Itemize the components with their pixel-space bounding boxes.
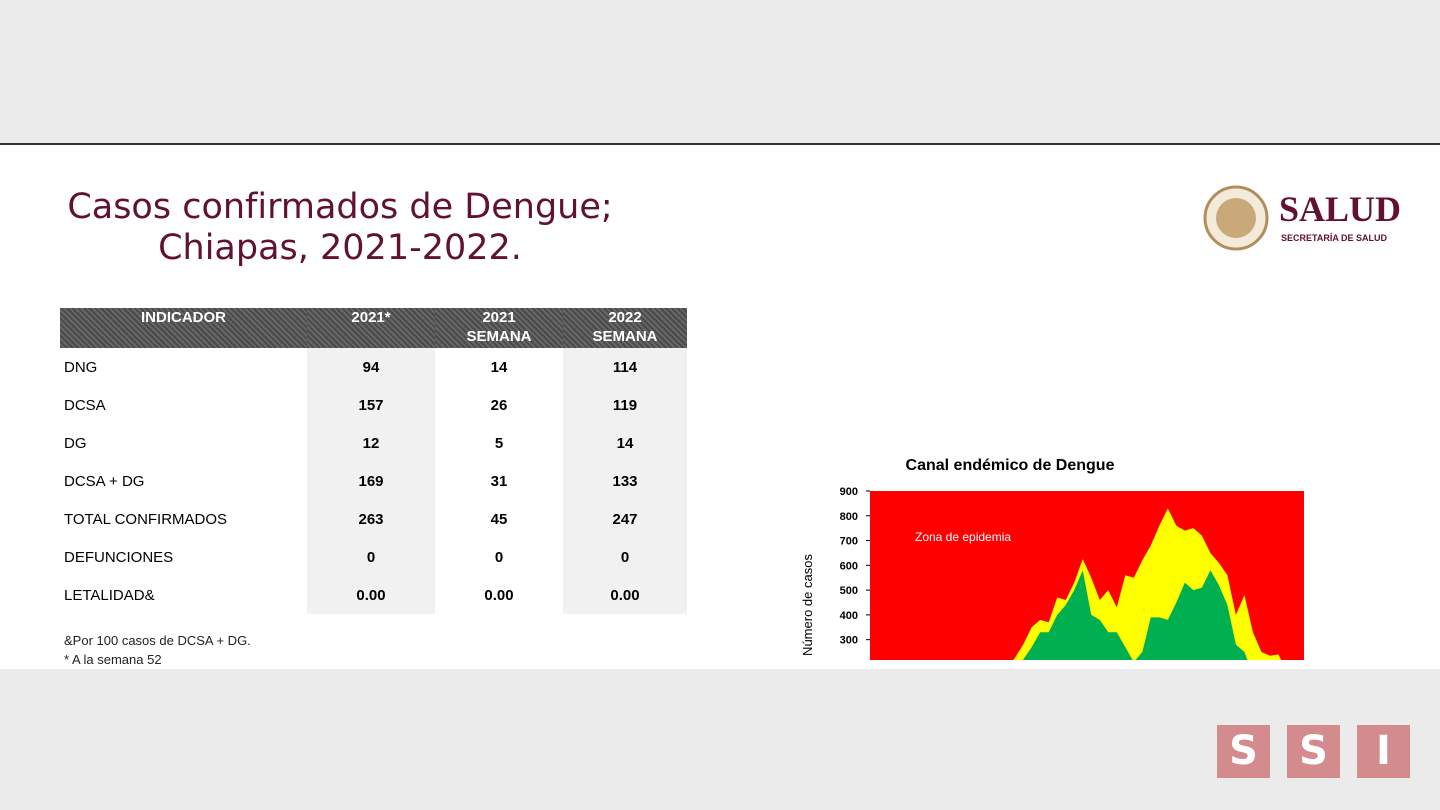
watermark-letter: S (1217, 725, 1270, 778)
table-row: DCSA 157 26 119 (60, 386, 687, 424)
title-line: Chiapas, 2021-2022. (158, 228, 522, 268)
table-cell: 0 (563, 538, 687, 576)
column-header: 2021 SEMANA (435, 308, 563, 348)
y-tick-label: 400 (840, 610, 858, 622)
area (1022, 570, 1248, 660)
chart: Canal endémico de Dengue Zona de epidemia… (800, 457, 1304, 660)
chart-title: Canal endémico de Dengue (906, 457, 1115, 474)
table-cell: 12 (307, 424, 435, 462)
table-cell: 0 (494, 548, 504, 566)
table-cell: 0.00 (484, 586, 514, 604)
note: &Por 100 casos de DCSA + DG. (64, 633, 251, 648)
slide: Casos confirmados de Dengue; Chiapas, 20… (0, 143, 1440, 669)
y-tick-label: 500 (840, 585, 858, 597)
table-row: DNG 94 14 114 (60, 348, 687, 386)
watermark-letter: I (1357, 725, 1410, 778)
table-row: LETALIDAD& 0.00 0.00 0.00 (60, 576, 687, 614)
y-tick-label: 700 (840, 536, 858, 548)
table-cell: 263 (307, 500, 435, 538)
y-tick-label: 800 (840, 511, 858, 523)
table-cell: 14 (563, 424, 687, 462)
column-header: INDICADOR (60, 308, 307, 348)
table-cell: DEFUNCIONES (64, 548, 174, 566)
table: INDICADOR 2021* 2021 SEMANA 2022 SEMANA DNG 9… (60, 308, 687, 614)
table-cell: DCSA + DG (64, 472, 145, 490)
table-cell: 26 (490, 396, 508, 414)
table-cell: 0.00 (307, 576, 435, 614)
table-cell: 157 (307, 386, 435, 424)
table-cell: 169 (307, 462, 435, 500)
logo-subtitle: SECRETARÍA DE SALUD (1281, 233, 1388, 243)
table-cell: 31 (490, 472, 508, 490)
table-cell: 114 (563, 348, 687, 386)
table-row: DEFUNCIONES 0 0 0 (60, 538, 687, 576)
y-axis-label: Número de casos (800, 554, 815, 656)
table-cell: 119 (563, 386, 687, 424)
column-header: 2022 SEMANA (563, 308, 687, 348)
table-cell: 94 (307, 348, 435, 386)
table-cell: LETALIDAD& (64, 586, 155, 604)
table-cell: 133 (563, 462, 687, 500)
table-cell: 5 (494, 434, 504, 452)
y-tick-label: 600 (840, 560, 858, 572)
table-row: DG 12 5 14 (60, 424, 687, 462)
table-cell: 247 (563, 500, 687, 538)
watermark-letter: S (1287, 725, 1340, 778)
y-tick-label: 200 (840, 659, 858, 660)
logo-name: SALUD (1279, 189, 1401, 229)
table-cell: DNG (64, 358, 98, 376)
table-cell: TOTAL CONFIRMADOS (64, 510, 228, 528)
table-row: TOTAL CONFIRMADOS 263 45 247 (60, 500, 687, 538)
table-row: DCSA + DG 169 31 133 (60, 462, 687, 500)
seal-center (1216, 198, 1256, 238)
table-cell: 14 (490, 358, 508, 376)
title: Casos confirmados de Dengue; Chiapas, 20… (30, 187, 650, 269)
logo: SALUD SECRETARÍA DE SALUD (1203, 185, 1401, 251)
table-cell: 0.00 (563, 576, 687, 614)
table-header: INDICADOR 2021* 2021 SEMANA 2022 SEMANA (60, 308, 687, 348)
annotation: Zona de epidemia (915, 530, 1011, 544)
table-cell: DCSA (64, 396, 106, 414)
column-header: 2021* (307, 308, 435, 348)
table-cell: 0 (307, 538, 435, 576)
y-tick-label: 900 (840, 486, 858, 498)
table-cell: 45 (490, 510, 508, 528)
note: * A la semana 52 (64, 652, 162, 667)
y-tick-label: 300 (840, 635, 858, 647)
title-line: Casos confirmados de Dengue; (67, 187, 613, 227)
table-cell: DG (64, 434, 87, 452)
table-body: DNG 94 14 114 DCSA 157 26 119 DG 12 5 14 DCSA + DG 16… (60, 348, 687, 614)
